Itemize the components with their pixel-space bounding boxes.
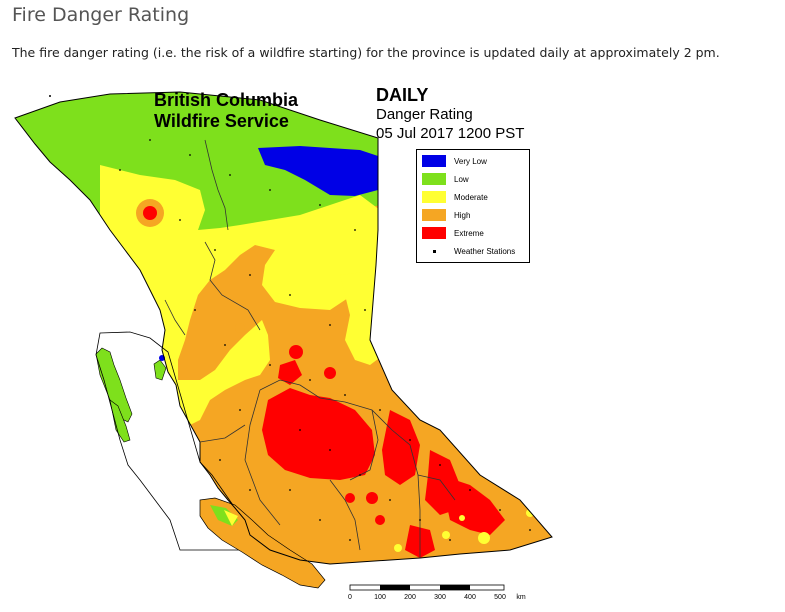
legend-item-very-low: Very Low [417, 152, 529, 170]
legend-swatch [422, 209, 446, 221]
legend-item-low: Low [417, 170, 529, 188]
scale-labels: 0 100 200 300 400 500 km [345, 585, 526, 607]
legend-swatch [422, 155, 446, 167]
legend-label: Extreme [454, 228, 484, 238]
coastal-district-outline [95, 331, 263, 551]
bc-map-graphic [14, 91, 553, 591]
weather-stations [119, 139, 531, 541]
agency-line1: British Columbia [154, 90, 299, 110]
legend-label: Moderate [454, 192, 488, 202]
legend-label: Very Low [454, 156, 487, 166]
legend-item-stations: Weather Stations [417, 242, 529, 260]
legend: Very Low Low Moderate High Extreme Weath… [416, 149, 530, 263]
scale-label: km [516, 594, 526, 601]
station-dot-icon [422, 245, 446, 257]
nw-extreme-spot [143, 206, 157, 220]
product-block: DAILY Danger Rating 05 Jul 2017 1200 PST [376, 86, 524, 143]
legend-item-extreme: Extreme [417, 224, 529, 242]
scale-label: 300 [434, 594, 446, 601]
product-date: 05 Jul 2017 1200 PST [376, 125, 525, 142]
agency-title: British Columbia Wildfire Service [154, 90, 298, 132]
very-low-zone [258, 146, 378, 196]
marker-dot [49, 95, 51, 97]
intro-text: The fire danger rating (i.e. the risk of… [12, 45, 720, 60]
scale-label: 400 [464, 594, 476, 601]
haida-gwaii [95, 347, 167, 443]
scale-label: 0 [348, 594, 352, 601]
legend-label: High [454, 210, 471, 220]
product-subtitle: Danger Rating [376, 106, 473, 123]
scale-label: 500 [494, 594, 506, 601]
product-title: DAILY [376, 85, 429, 105]
legend-item-high: High [417, 206, 529, 224]
legend-label: Weather Stations [454, 246, 516, 256]
legend-label: Low [454, 174, 469, 184]
agency-line2: Wildfire Service [154, 111, 289, 131]
scale-bar [349, 584, 505, 591]
danger-zones [15, 92, 552, 564]
legend-swatch [422, 191, 446, 203]
legend-swatch [422, 173, 446, 185]
fire-danger-map: British Columbia Wildfire Service DAILY … [0, 80, 785, 612]
legend-item-moderate: Moderate [417, 188, 529, 206]
page-title: Fire Danger Rating [12, 4, 190, 26]
province-outline [14, 91, 553, 565]
scale-label: 200 [404, 594, 416, 601]
legend-swatch [422, 227, 446, 239]
scale-label: 100 [374, 594, 386, 601]
